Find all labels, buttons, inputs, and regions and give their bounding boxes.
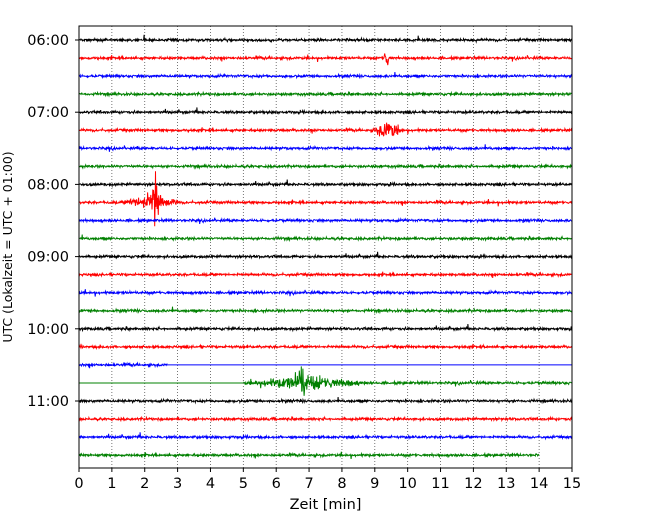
seismogram-trace bbox=[78, 107, 573, 116]
seismogram-trace bbox=[78, 72, 573, 80]
y-tick-label: 06:00 bbox=[27, 33, 69, 49]
x-tick-label: 7 bbox=[304, 476, 313, 492]
x-tick-label: 11 bbox=[431, 476, 449, 492]
y-axis: 06:00 07:00 08:00 09:00 10:00 11:00 bbox=[27, 33, 79, 410]
x-tick-label: 2 bbox=[140, 476, 149, 492]
y-tick-label: 07:00 bbox=[27, 105, 69, 121]
seismogram-trace bbox=[78, 271, 573, 279]
x-tick-label: 12 bbox=[464, 476, 482, 492]
seismogram-trace bbox=[78, 53, 573, 66]
seismogram-trace bbox=[78, 90, 573, 98]
x-tick-label: 15 bbox=[563, 476, 581, 492]
seismogram-trace bbox=[78, 361, 168, 369]
x-tick-label: 1 bbox=[107, 476, 116, 492]
seismogram-trace bbox=[78, 289, 573, 297]
x-axis-label: Zeit [min] bbox=[290, 497, 362, 513]
seismogram-trace bbox=[78, 432, 573, 441]
plot-frame bbox=[78, 25, 573, 469]
seismogram-trace bbox=[78, 162, 573, 170]
seismogram-trace bbox=[78, 343, 573, 351]
x-tick-label: 10 bbox=[398, 476, 416, 492]
x-tick-label: 9 bbox=[370, 476, 379, 492]
y-tick-label: 08:00 bbox=[27, 177, 69, 193]
seismogram-trace bbox=[78, 34, 573, 44]
seismogram-trace bbox=[78, 144, 573, 152]
x-tick-label: 8 bbox=[337, 476, 346, 492]
seismogram-trace bbox=[78, 451, 540, 460]
seismogram-trace bbox=[78, 415, 573, 423]
x-tick-label: 13 bbox=[497, 476, 515, 492]
x-tick-label: 4 bbox=[206, 476, 215, 492]
x-tick-label: 14 bbox=[530, 476, 548, 492]
seismogram-trace bbox=[243, 366, 573, 396]
seismogram-trace bbox=[78, 323, 573, 333]
y-tick-label: 10:00 bbox=[27, 322, 69, 338]
y-tick-label: 11:00 bbox=[27, 394, 69, 410]
x-tick-label: 6 bbox=[272, 476, 281, 492]
seismogram-trace bbox=[78, 122, 573, 137]
x-tick-label: 0 bbox=[74, 476, 83, 492]
seismogram-trace bbox=[78, 234, 573, 243]
seismogram-trace bbox=[78, 179, 573, 188]
x-axis: 0 1 2 3 4 5 6 7 8 9 10 11 12 13 14 15 bbox=[74, 468, 581, 492]
seismogram-trace bbox=[78, 306, 573, 315]
seismogram-trace bbox=[78, 396, 573, 405]
y-axis-label: UTC (Lokalzeit = UTC + 01:00) bbox=[0, 151, 15, 342]
x-tick-label: 5 bbox=[239, 476, 248, 492]
seismogram-trace bbox=[78, 216, 572, 225]
x-tick-label: 3 bbox=[173, 476, 182, 492]
trace-group bbox=[78, 34, 573, 460]
y-tick-label: 09:00 bbox=[27, 250, 69, 266]
seismogram-trace bbox=[78, 251, 573, 260]
seismogram-trace bbox=[78, 171, 573, 227]
